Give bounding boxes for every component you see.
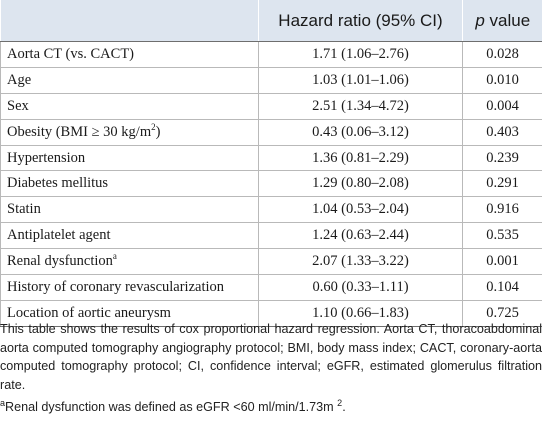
header-variable bbox=[0, 0, 259, 42]
row-label: Hypertension bbox=[0, 145, 259, 172]
row-p-value: 0.104 bbox=[462, 274, 542, 301]
table-row: Statin 1.04 (0.53–2.04) 0.916 bbox=[0, 196, 542, 224]
row-label: History of coronary revascularization bbox=[0, 274, 259, 301]
footnote-text: Renal dysfunction was defined as eGFR <6… bbox=[5, 400, 338, 414]
superscript: 2 bbox=[151, 121, 156, 132]
row-hazard-ratio: 1.29 (0.80–2.08) bbox=[258, 170, 463, 198]
row-p-value: 0.535 bbox=[462, 222, 542, 250]
row-label-text: Renal dysfunction bbox=[7, 253, 113, 270]
row-hazard-ratio: 1.03 (1.01–1.06) bbox=[258, 67, 463, 94]
superscript: 2 bbox=[337, 397, 343, 408]
row-p-value: 0.916 bbox=[462, 196, 542, 224]
table-footnote: aRenal dysfunction was defined as eGFR <… bbox=[0, 398, 542, 417]
row-p-value: 0.239 bbox=[462, 145, 542, 172]
row-label: Renal dysfunctiona bbox=[0, 248, 259, 276]
table-row: Sex 2.51 (1.34–4.72) 0.004 bbox=[0, 93, 542, 120]
row-label: Aorta CT (vs. CACT) bbox=[0, 41, 259, 68]
row-p-value: 0.028 bbox=[462, 41, 542, 68]
table-description: This table shows the results of cox prop… bbox=[0, 322, 542, 392]
row-label: Antiplatelet agent bbox=[0, 222, 259, 250]
row-hazard-ratio: 1.36 (0.81–2.29) bbox=[258, 145, 463, 172]
row-p-value: 0.004 bbox=[462, 93, 542, 120]
header-row: Hazard ratio (95% CI) p value bbox=[0, 0, 542, 42]
table-row: History of coronary revascularization 0.… bbox=[0, 274, 542, 301]
row-hazard-ratio: 0.60 (0.33–1.11) bbox=[258, 274, 463, 301]
row-label: Sex bbox=[0, 93, 259, 120]
footnote-marker: a bbox=[112, 251, 117, 262]
table-row: Diabetes mellitus 1.29 (0.80–2.08) 0.291 bbox=[0, 170, 542, 198]
row-label: Statin bbox=[0, 196, 259, 224]
row-label-text: Obesity (BMI ≥ 30 kg/m bbox=[7, 123, 152, 140]
row-p-value: 0.001 bbox=[462, 248, 542, 276]
row-hazard-ratio: 1.04 (0.53–2.04) bbox=[258, 196, 463, 224]
header-p-letter: p bbox=[475, 10, 485, 30]
header-p-value: p value bbox=[462, 0, 542, 42]
footnote-marker: a bbox=[0, 397, 6, 408]
row-label: Diabetes mellitus bbox=[0, 170, 259, 198]
row-p-value: 0.291 bbox=[462, 170, 542, 198]
row-hazard-ratio: 1.71 (1.06–2.76) bbox=[258, 41, 463, 68]
table-row: Obesity (BMI ≥ 30 kg/m2) 0.43 (0.06–3.12… bbox=[0, 119, 542, 146]
table-notes: This table shows the results of cox prop… bbox=[0, 320, 542, 417]
header-hazard-ratio: Hazard ratio (95% CI) bbox=[258, 0, 463, 42]
table-row: Hypertension 1.36 (0.81–2.29) 0.239 bbox=[0, 145, 542, 172]
table-row: Renal dysfunctiona 2.07 (1.33–3.22) 0.00… bbox=[0, 248, 542, 276]
row-hazard-ratio: 1.24 (0.63–2.44) bbox=[258, 222, 463, 250]
row-hazard-ratio: 0.43 (0.06–3.12) bbox=[258, 119, 463, 146]
row-label: Age bbox=[0, 67, 259, 94]
row-p-value: 0.725 bbox=[462, 300, 542, 327]
table-row: Age 1.03 (1.01–1.06) 0.010 bbox=[0, 67, 542, 94]
row-hazard-ratio: 2.07 (1.33–3.22) bbox=[258, 248, 463, 276]
table-row: Antiplatelet agent 1.24 (0.63–2.44) 0.53… bbox=[0, 222, 542, 250]
header-p-suffix: value bbox=[484, 10, 531, 30]
table-header: Hazard ratio (95% CI) p value bbox=[0, 0, 542, 42]
row-label-close: ) bbox=[155, 123, 161, 140]
table-body: Aorta CT (vs. CACT) 1.71 (1.06–2.76) 0.0… bbox=[0, 41, 542, 327]
footnote-end: . bbox=[342, 400, 346, 414]
hazard-ratio-table: Hazard ratio (95% CI) p value Aorta CT (… bbox=[0, 0, 542, 327]
table-row: Aorta CT (vs. CACT) 1.71 (1.06–2.76) 0.0… bbox=[0, 41, 542, 68]
row-label: Location of aortic aneurysm bbox=[0, 300, 259, 327]
table-row: Location of aortic aneurysm 1.10 (0.66–1… bbox=[0, 300, 542, 327]
row-hazard-ratio: 2.51 (1.34–4.72) bbox=[258, 93, 463, 120]
row-hazard-ratio: 1.10 (0.66–1.83) bbox=[258, 300, 463, 327]
row-label: Obesity (BMI ≥ 30 kg/m2) bbox=[0, 119, 259, 146]
row-p-value: 0.403 bbox=[462, 119, 542, 146]
row-p-value: 0.010 bbox=[462, 67, 542, 94]
